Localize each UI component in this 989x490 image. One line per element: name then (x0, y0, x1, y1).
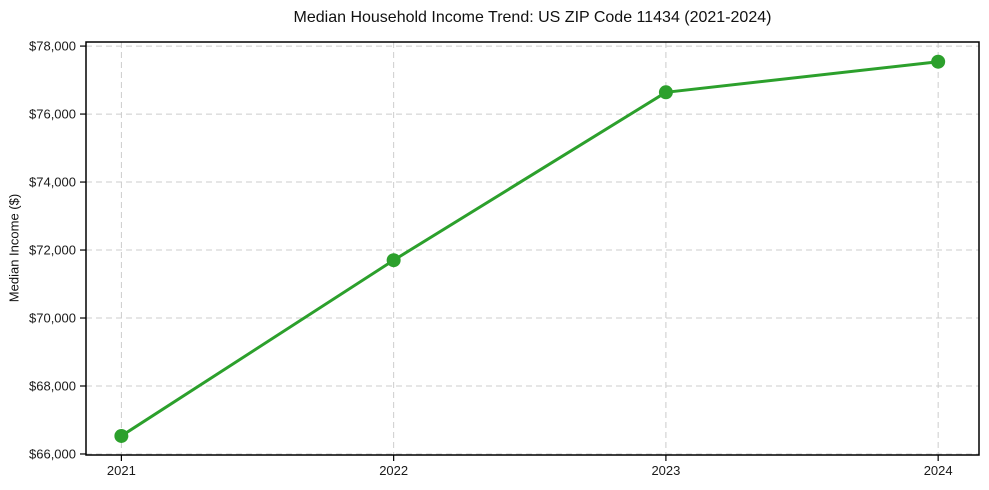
data-point-2022 (386, 253, 401, 268)
x-tick-label: 2021 (107, 463, 136, 478)
chart-title: Median Household Income Trend: US ZIP Co… (293, 9, 772, 26)
plot-border (85, 41, 980, 456)
y-tick-label: $76,000 (29, 107, 76, 122)
x-tick-label: 2022 (379, 463, 408, 478)
y-tick-label: $74,000 (29, 175, 76, 190)
data-point-2023 (658, 85, 673, 100)
y-tick-label: $66,000 (29, 446, 76, 461)
data-point-2024 (931, 54, 946, 69)
x-tick-label: 2024 (924, 463, 953, 478)
data-point-2021 (114, 428, 129, 443)
y-tick-label: $68,000 (29, 378, 76, 393)
y-tick-label: $72,000 (29, 243, 76, 258)
x-tick-label: 2023 (651, 463, 680, 478)
y-tick-label: $78,000 (29, 39, 76, 54)
y-tick-label: $70,000 (29, 311, 76, 326)
income-trend-line (119, 60, 940, 438)
